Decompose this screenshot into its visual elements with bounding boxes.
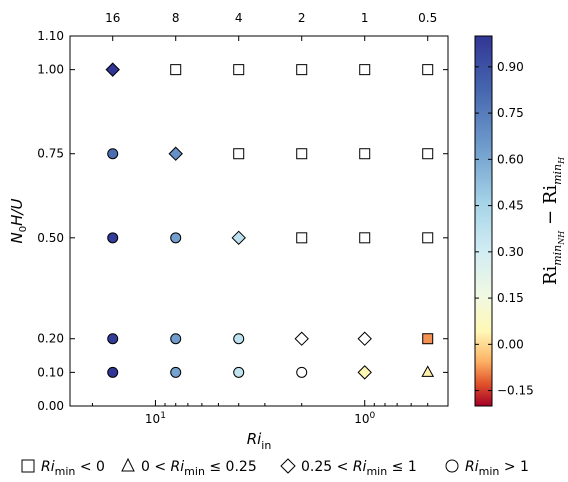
colorbar-tick-label: 0.90 bbox=[497, 60, 524, 74]
data-point-diamond bbox=[357, 331, 372, 346]
data-point-circle bbox=[233, 366, 245, 378]
x-top-tick-label: 4 bbox=[235, 11, 243, 25]
colorbar-tick-label: 0.45 bbox=[497, 199, 524, 213]
colorbar-tick-label: 0.00 bbox=[497, 337, 524, 351]
data-point-square bbox=[422, 232, 434, 244]
colorbar-tick-label: 0.30 bbox=[497, 245, 524, 259]
legend-marker-circle bbox=[445, 459, 459, 473]
data-point-circle bbox=[107, 232, 119, 244]
x-axis-label: Riin bbox=[247, 430, 272, 452]
data-point-square bbox=[422, 148, 434, 160]
colorbar-tick-label: −0.15 bbox=[497, 384, 534, 398]
x-top-tick-label: 2 bbox=[298, 11, 306, 25]
data-point-circle bbox=[170, 366, 182, 378]
colorbar-tick-label: 0.60 bbox=[497, 152, 524, 166]
data-point-square bbox=[296, 232, 308, 244]
y-tick-label: 0.20 bbox=[37, 332, 64, 346]
data-point-square bbox=[359, 64, 371, 76]
data-point-diamond bbox=[231, 230, 246, 246]
data-point-square bbox=[296, 64, 308, 76]
data-point-diamond bbox=[168, 146, 183, 161]
x-tick-label: 100 bbox=[354, 411, 375, 426]
data-point-circle bbox=[170, 333, 182, 345]
data-point-square bbox=[422, 333, 434, 345]
data-point-circle bbox=[233, 333, 245, 345]
data-point-triangle bbox=[421, 365, 435, 377]
x-tick-label: 101 bbox=[145, 411, 166, 426]
plot-frame bbox=[69, 35, 449, 407]
legend-marker-triangle bbox=[121, 457, 135, 472]
data-point-square bbox=[233, 64, 245, 76]
x-top-tick-label: 1 bbox=[361, 11, 369, 25]
y-tick-label: 0.75 bbox=[37, 147, 64, 161]
data-point-square bbox=[359, 232, 371, 244]
legend-marker-square bbox=[21, 459, 35, 473]
legend-marker-diamond bbox=[280, 458, 296, 474]
y-tick-label: 0.50 bbox=[37, 231, 64, 245]
x-top-tick-label: 0.5 bbox=[418, 11, 437, 25]
data-point-circle bbox=[296, 366, 308, 378]
y-tick-label: 1.10 bbox=[37, 29, 64, 43]
x-top-tick-label: 16 bbox=[105, 11, 120, 25]
y-axis-label: N0H/U bbox=[8, 199, 29, 244]
y-tick-label: 0.10 bbox=[37, 365, 64, 379]
x-top-tick-label: 8 bbox=[172, 11, 180, 25]
y-tick-label: 0.00 bbox=[37, 399, 64, 413]
data-point-circle bbox=[107, 366, 119, 378]
colorbar-label: RiminNH − RiminH bbox=[540, 156, 566, 285]
colorbar bbox=[474, 35, 493, 407]
data-point-diamond bbox=[105, 62, 120, 77]
data-point-diamond bbox=[357, 365, 372, 380]
data-point-circle bbox=[170, 232, 182, 244]
legend-label: 0 < Rimin ≤ 0.25 bbox=[141, 459, 257, 478]
y-tick-label: 1.00 bbox=[37, 63, 64, 77]
legend-label: 0.25 < Rimin ≤ 1 bbox=[301, 459, 417, 478]
data-point-square bbox=[170, 64, 182, 76]
data-point-diamond bbox=[294, 331, 309, 346]
data-point-circle bbox=[107, 148, 119, 160]
data-point-square bbox=[233, 148, 245, 160]
legend-label: Rimin < 0 bbox=[41, 459, 105, 478]
data-point-square bbox=[422, 64, 434, 76]
data-point-square bbox=[296, 148, 308, 160]
data-point-square bbox=[359, 148, 371, 160]
data-point-circle bbox=[107, 333, 119, 345]
colorbar-tick-label: 0.15 bbox=[497, 291, 524, 305]
colorbar-tick-label: 0.75 bbox=[497, 106, 524, 120]
legend-label: Rimin > 1 bbox=[465, 459, 529, 478]
